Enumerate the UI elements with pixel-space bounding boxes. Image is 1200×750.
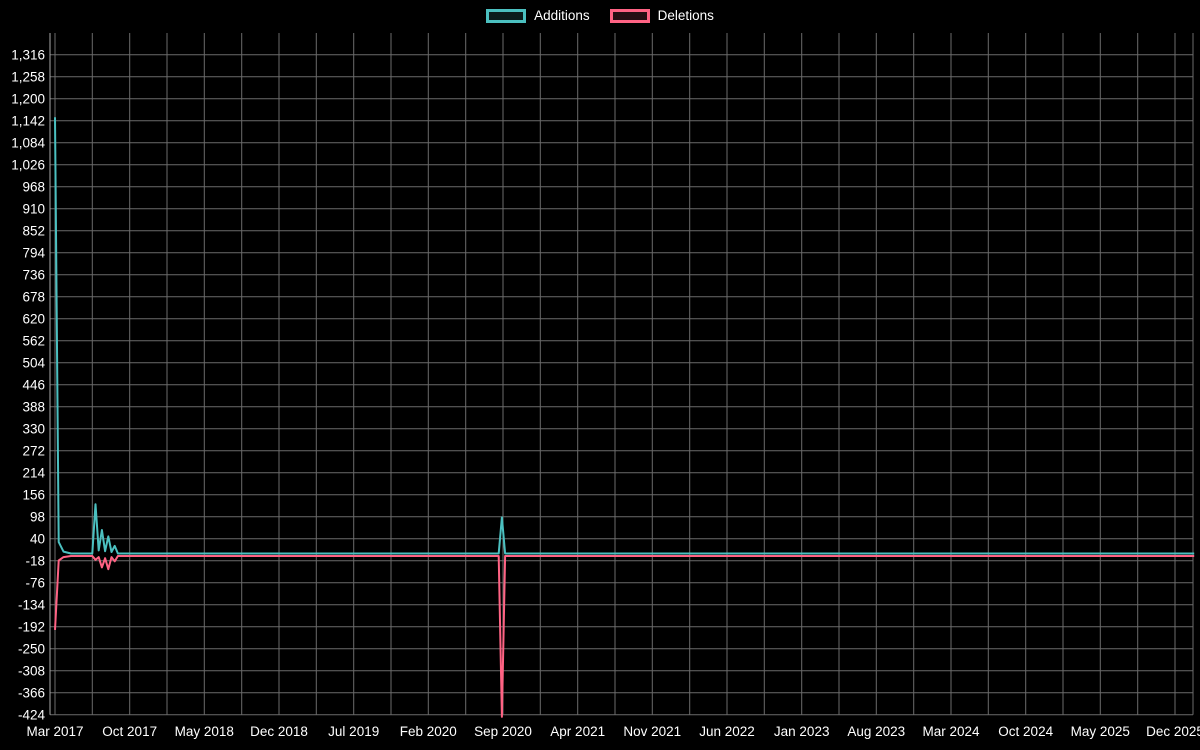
x-tick-label: Jun 2022 <box>699 724 755 739</box>
y-tick-label: 504 <box>22 356 45 371</box>
x-tick-label: Aug 2023 <box>847 724 905 739</box>
y-tick-label: 620 <box>22 312 45 327</box>
y-tick-label: 98 <box>30 510 45 525</box>
legend-label-additions: Additions <box>534 8 590 23</box>
x-tick-label: Jan 2023 <box>774 724 830 739</box>
additions-line <box>54 117 1195 555</box>
x-tick-label: Dec 2018 <box>250 724 308 739</box>
y-tick-label: 446 <box>22 378 45 393</box>
x-tick-label: Nov 2021 <box>623 724 681 739</box>
y-tick-label: -250 <box>18 642 45 657</box>
legend-label-deletions: Deletions <box>657 8 714 23</box>
chart-legend: Additions Deletions <box>0 8 1200 24</box>
y-tick-label: 214 <box>22 466 45 481</box>
y-tick-label: 562 <box>22 334 45 349</box>
y-tick-label: 156 <box>22 488 45 503</box>
y-tick-label: 968 <box>22 180 45 195</box>
y-tick-label: -76 <box>25 576 45 591</box>
deletions-swatch-icon <box>609 9 650 23</box>
legend-item-additions[interactable]: Additions <box>486 8 590 24</box>
y-axis-labels: 1,316 1,258 1,200 1,142 1,084 1,026 968 910 852 7… <box>11 48 45 723</box>
y-tick-label: -308 <box>18 664 45 679</box>
y-tick-label: -134 <box>18 598 46 613</box>
y-tick-label: 1,316 <box>11 48 45 63</box>
grid <box>50 33 1194 716</box>
y-tick-label: 678 <box>22 290 45 305</box>
additions-swatch-icon <box>486 9 527 23</box>
x-tick-label: Oct 2024 <box>998 724 1053 739</box>
x-tick-label: May 2018 <box>175 724 234 739</box>
y-tick-label: -192 <box>18 620 45 635</box>
y-tick-label: -18 <box>25 554 45 569</box>
x-tick-label: Dec 2025 <box>1146 724 1200 739</box>
x-tick-label: Mar 2024 <box>922 724 980 739</box>
y-tick-label: 794 <box>22 246 45 261</box>
y-tick-label: -366 <box>18 686 45 701</box>
y-tick-label: 1,084 <box>11 136 45 151</box>
x-tick-label: Oct 2017 <box>102 724 157 739</box>
x-tick-label: Jul 2019 <box>328 724 379 739</box>
y-tick-label: 1,200 <box>11 92 45 107</box>
y-tick-label: 40 <box>30 532 45 547</box>
y-tick-label: 330 <box>22 422 45 437</box>
y-tick-label: 1,026 <box>11 158 45 173</box>
y-tick-label: 910 <box>22 202 45 217</box>
legend-item-deletions[interactable]: Deletions <box>609 8 714 24</box>
x-tick-label: Feb 2020 <box>400 724 457 739</box>
x-tick-label: Mar 2017 <box>26 724 83 739</box>
x-axis-labels: Mar 2017 Oct 2017 May 2018 Dec 2018 Jul 2019… <box>26 724 1200 739</box>
y-tick-label: 272 <box>22 444 45 459</box>
y-tick-label: 736 <box>22 268 45 283</box>
y-tick-label: 1,142 <box>11 114 45 129</box>
x-tick-label: May 2025 <box>1071 724 1130 739</box>
y-tick-label: 1,258 <box>11 70 45 85</box>
y-tick-label: 388 <box>22 400 45 415</box>
y-tick-label: -424 <box>18 708 46 723</box>
y-tick-label: 852 <box>22 224 45 239</box>
x-tick-label: Sep 2020 <box>474 724 532 739</box>
x-tick-label: Apr 2021 <box>550 724 605 739</box>
deletions-line <box>54 555 1195 718</box>
